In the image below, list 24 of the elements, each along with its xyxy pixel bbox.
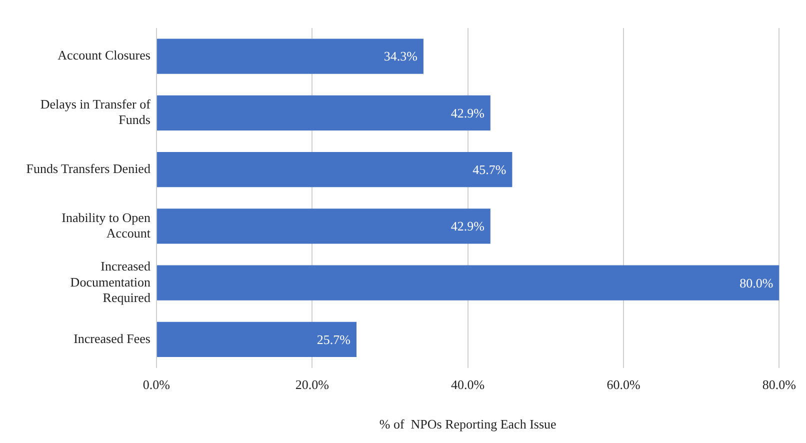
data-label: 34.3% bbox=[384, 48, 418, 64]
x-tick-label: 40.0% bbox=[451, 377, 485, 392]
x-tick-label: 80.0% bbox=[762, 377, 796, 392]
data-label: 42.9% bbox=[450, 218, 485, 234]
x-tick-label: 20.0% bbox=[295, 377, 330, 392]
bar bbox=[156, 95, 490, 131]
bar bbox=[156, 152, 512, 188]
y-tick-label: Inability to Open Account bbox=[62, 210, 151, 240]
y-tick-label: Increased Fees bbox=[74, 330, 150, 346]
data-label: 42.9% bbox=[450, 105, 485, 120]
x-tick-label: 0.0% bbox=[142, 377, 170, 392]
y-tick-label: Account Closures bbox=[58, 48, 150, 63]
x-tick-label: 60.0% bbox=[606, 377, 640, 392]
y-tick-label: Funds Transfers Denied bbox=[26, 161, 151, 176]
bar bbox=[156, 38, 424, 74]
bar bbox=[156, 322, 357, 358]
y-tick-label: Delays in Transfer of Funds bbox=[40, 96, 152, 128]
y-tick-label: Increased Documentation Required bbox=[70, 258, 151, 305]
bar bbox=[156, 208, 490, 244]
data-label: 80.0% bbox=[740, 275, 774, 290]
data-label: 45.7% bbox=[472, 162, 506, 178]
bar bbox=[156, 265, 780, 300]
data-label: 25.7% bbox=[316, 332, 351, 347]
x-axis-title: % of NPOs Reporting Each Issue bbox=[379, 416, 557, 432]
